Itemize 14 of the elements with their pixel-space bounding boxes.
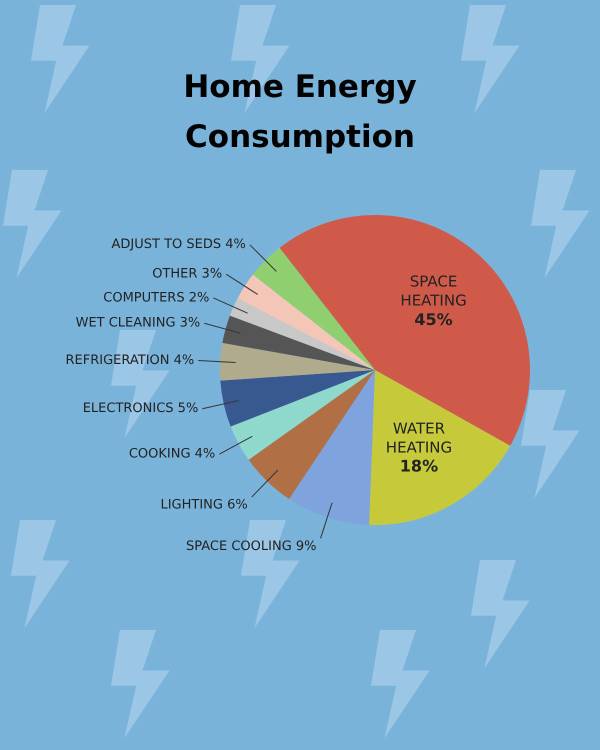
slice-label: ELECTRONICS 5% xyxy=(82,401,198,416)
slice-label: REFRIGERATION 4% xyxy=(65,352,194,368)
slice-label: WET CLEANING 3% xyxy=(76,316,200,331)
slice-label: ADJUST TO SEDS 4% xyxy=(111,237,246,252)
slice-label: COMPUTERS 2% xyxy=(103,290,210,306)
slice-label: SPACE HEATING xyxy=(400,272,467,310)
slice-label: COOKING 4% xyxy=(128,446,216,462)
data-label: 18% xyxy=(400,456,438,476)
slice-label: OTHER 3% xyxy=(152,266,222,282)
slice-label: WATER HEATING xyxy=(386,419,452,456)
data-label: 45% xyxy=(414,310,453,329)
slice-label: LIGHTING 6% xyxy=(160,497,248,512)
chart-title: Home Energy Consumption xyxy=(182,68,418,157)
slice-label: SPACE COOLING 9% xyxy=(186,538,317,554)
